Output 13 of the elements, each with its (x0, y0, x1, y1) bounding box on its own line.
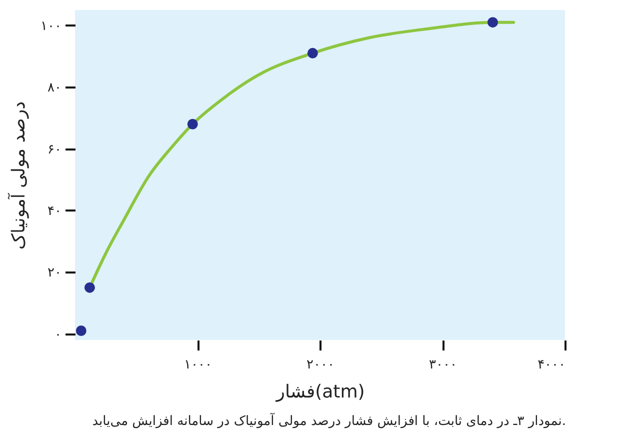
y-tick-label: ۰ (54, 327, 62, 342)
text: نمودار ۳ـ در دمای ثابت، با افزایش فشار درصد مولی آمونیاک در سامانه افزایش می‌یابد. (92, 412, 566, 429)
y-tick-label: ۸۰ (48, 80, 62, 96)
x-tick-label: ۲۰۰۰ (306, 358, 334, 372)
x-tick-label: ۱۰۰۰ (184, 358, 212, 372)
y-tick-label: ۶۰ (48, 142, 62, 158)
y-tick-label: ۱۰۰ (40, 18, 62, 34)
y-axis-title: درصد مولی آمونیاک (8, 101, 30, 250)
y-tick-label: ۴۰ (48, 204, 62, 219)
x-tick-label: ۳۰۰۰ (429, 358, 457, 372)
x-tick-label: ۴۰۰۰ (538, 358, 566, 372)
x-axis-title: فشار(atm) (275, 382, 365, 402)
y-tick-label: ۲۰ (48, 266, 62, 281)
